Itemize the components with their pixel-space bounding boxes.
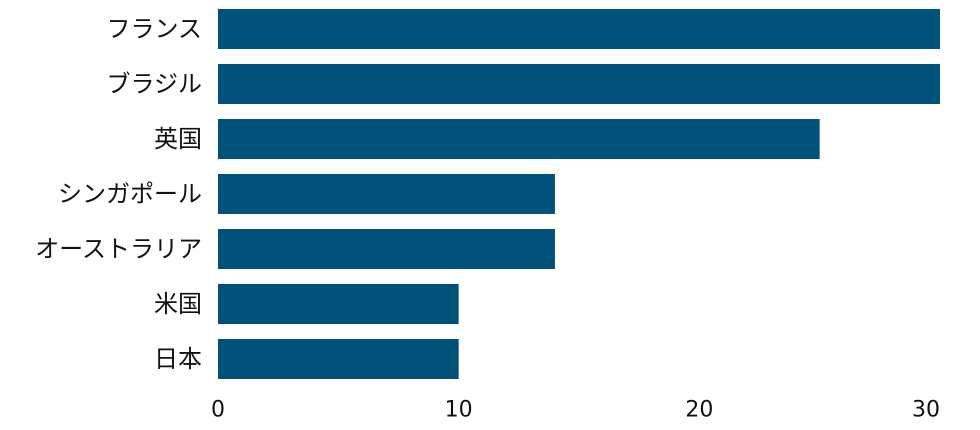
bar: [218, 119, 820, 159]
bar: [218, 339, 459, 379]
bar: [218, 9, 940, 49]
bar: [218, 229, 555, 269]
bar: [218, 284, 459, 324]
bars-group: [218, 9, 940, 379]
category-label: 米国: [154, 290, 202, 318]
category-label: シンガポール: [58, 180, 202, 208]
x-tick-label: 20: [685, 398, 713, 423]
category-label: 英国: [154, 125, 202, 153]
bar: [218, 174, 555, 214]
x-tick-label: 0: [211, 398, 225, 423]
x-tick-label: 10: [445, 398, 473, 423]
category-label: 日本: [154, 345, 202, 373]
category-label: フランス: [106, 15, 202, 43]
category-label: オーストラリア: [35, 235, 202, 263]
x-axis-ticks: 0 10 20 30: [211, 398, 940, 423]
x-tick-label: 30: [912, 398, 940, 423]
bar: [218, 64, 940, 104]
category-label: ブラジル: [106, 70, 202, 98]
